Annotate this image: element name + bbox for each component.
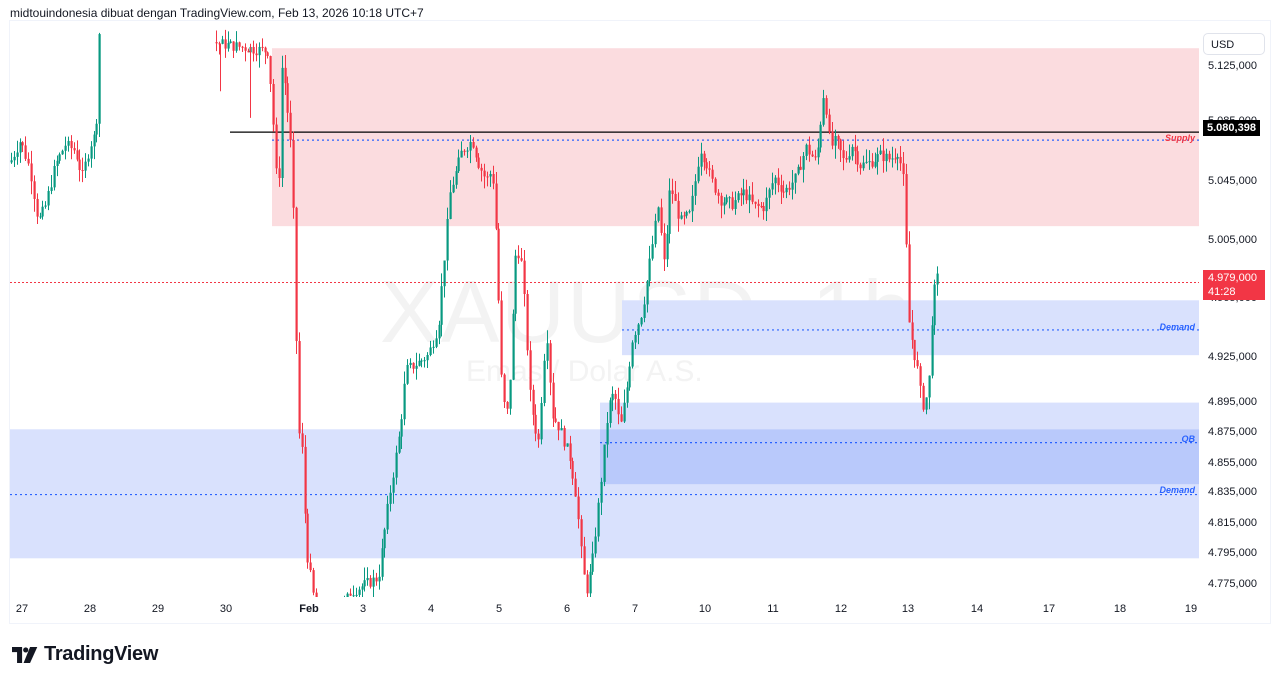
chart-frame	[9, 20, 1271, 624]
tradingview-logo[interactable]: TradingView	[12, 643, 158, 666]
price-tick-label: 5.045,000	[1208, 175, 1257, 187]
price-tick-label: 4.795,000	[1208, 547, 1257, 559]
time-tick-label: 4	[427, 603, 435, 615]
time-tick-label: 13	[901, 603, 915, 615]
ob-zone	[600, 429, 1199, 485]
time-tick-label: 28	[83, 603, 97, 615]
price-tick-label: 4.815,000	[1208, 517, 1257, 529]
last-price-badge: 4.979,000 41:28	[1203, 270, 1265, 300]
supply-zone-label: Supply	[1164, 133, 1195, 143]
time-tick-label: 5	[495, 603, 503, 615]
demand-zone-ext	[600, 402, 1199, 430]
time-tick-label: 30	[219, 603, 233, 615]
time-tick-label: 19	[1184, 603, 1198, 615]
time-tick-label: 14	[970, 603, 984, 615]
time-tick-label: 11	[767, 603, 779, 615]
time-tick-label: 29	[151, 603, 165, 615]
time-tick-label: 7	[631, 603, 639, 615]
price-tick-label: 5.005,000	[1208, 234, 1257, 246]
time-tick-label: 3	[359, 603, 367, 615]
time-tick-label: 6	[563, 603, 571, 615]
time-tick-label: 17	[1042, 603, 1056, 615]
tradingview-logo-text: TradingView	[44, 643, 159, 665]
time-tick-label: 18	[1113, 603, 1127, 615]
chart-header-caption: midtouindonesia dibuat dengan TradingVie…	[10, 6, 424, 20]
ob-zone-label: OB	[1181, 434, 1196, 444]
currency-button[interactable]: USD	[1203, 33, 1265, 55]
price-tick-label: 4.875,000	[1208, 426, 1257, 438]
price-tick-label: 4.855,000	[1208, 457, 1257, 469]
demand-zone-label-lower: Demand	[1159, 485, 1195, 495]
price-tick-label: 4.775,000	[1208, 578, 1257, 590]
time-tick-label: 10	[698, 603, 712, 615]
bar-countdown: 41:28	[1208, 286, 1236, 298]
chart-plot-area[interactable]: XAUUSD, 1h Emas / Dolar A.S. Supply Dema…	[10, 21, 1199, 597]
price-tick-label: 4.835,000	[1208, 486, 1257, 498]
time-tick-label: Feb	[299, 603, 319, 615]
time-tick-label: 27	[15, 603, 29, 615]
demand-zone-label-upper: Demand	[1159, 322, 1195, 332]
candlestick-series	[10, 29, 1199, 597]
price-tick-label: 4.925,000	[1208, 351, 1257, 363]
price-tick-label: 4.895,000	[1208, 396, 1257, 408]
last-price-value: 4.979,000	[1208, 272, 1257, 284]
time-tick-label: 12	[834, 603, 848, 615]
time-axis[interactable]: 27 28 29 30 Feb 3 4 5 6 7 10 11 12 13 14 17 18 19	[10, 597, 1199, 623]
price-tick-label: 5.125,000	[1208, 60, 1257, 72]
tradingview-logo-icon	[12, 646, 38, 663]
price-axis[interactable]: 5.125,0005.085,0005.045,0005.005,0004.96…	[1199, 21, 1270, 597]
level-price-badge: 5.080,398	[1203, 120, 1260, 136]
